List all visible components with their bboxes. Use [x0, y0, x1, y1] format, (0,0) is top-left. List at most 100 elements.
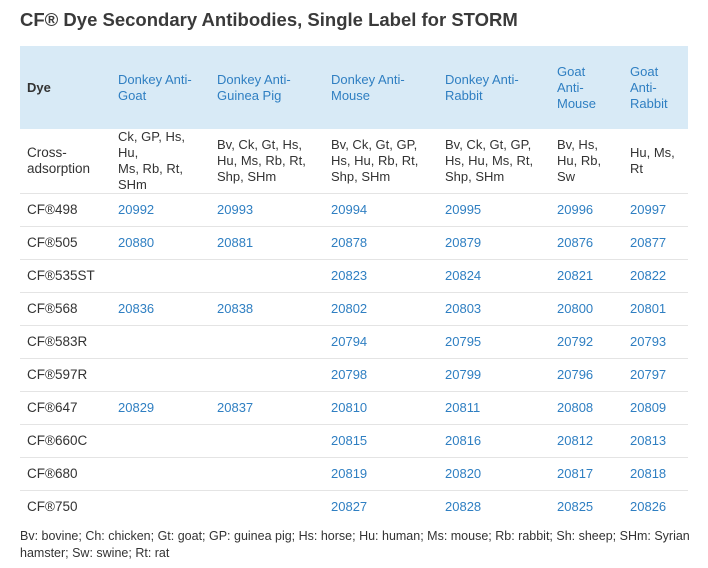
catalog-number-link[interactable]: 20997 — [622, 193, 688, 227]
catalog-number-link[interactable]: 20880 — [109, 226, 209, 260]
table-row: CF®505 20880 20881 20878 20879 20876 20877 — [20, 226, 688, 260]
empty-cell — [209, 259, 323, 293]
empty-cell — [109, 457, 209, 491]
catalog-number-link[interactable]: 20802 — [323, 292, 437, 326]
dye-name: CF®535ST — [20, 259, 109, 293]
dye-name: CF®505 — [20, 226, 109, 260]
cross-adsorption-cell: Bv, Hs, Hu, Rb, Sw — [551, 129, 622, 194]
catalog-number-link[interactable]: 20816 — [437, 424, 551, 458]
dye-name: CF®680 — [20, 457, 109, 491]
dye-name: CF®498 — [20, 193, 109, 227]
empty-cell — [109, 491, 209, 524]
catalog-number-link[interactable]: 20792 — [551, 325, 622, 359]
table-row: CF®498 20992 20993 20994 20995 20996 20997 — [20, 193, 688, 227]
table-row: CF®647 20829 20837 20810 20811 20808 20809 — [20, 391, 688, 425]
catalog-number-link[interactable]: 20826 — [630, 499, 667, 515]
column-header-dye: Dye — [27, 79, 51, 95]
cross-adsorption-label: Cross-adsorption — [20, 129, 109, 194]
column-header-2: Donkey Anti- Guinea Pig — [217, 71, 291, 103]
catalog-number-link[interactable]: 20796 — [551, 358, 622, 392]
empty-cell — [209, 491, 323, 524]
catalog-number-link[interactable]: 20828 — [445, 499, 482, 515]
table-body: Cross-adsorption Ck, GP, Hs, Hu, Ms, Rb, R… — [20, 129, 688, 524]
table-header-row: Dye Donkey Anti- Goat Donkey Anti- Guinea Pi… — [20, 46, 688, 129]
table-row: CF®568 20836 20838 20802 20803 20800 20801 — [20, 292, 688, 326]
catalog-number-link[interactable]: 20994 — [323, 193, 437, 227]
table-row: CF®680 20819 20820 20817 20818 — [20, 457, 688, 491]
catalog-number-link[interactable]: 20995 — [437, 193, 551, 227]
dye-name: CF®660C — [20, 424, 109, 458]
cross-adsorption-cell: Hu, Ms, Rt — [622, 129, 688, 194]
catalog-number-link[interactable]: 20808 — [551, 391, 622, 425]
catalog-number-link[interactable]: 20836 — [109, 292, 209, 326]
catalog-number-link[interactable]: 20810 — [323, 391, 437, 425]
catalog-number-link[interactable]: 20809 — [622, 391, 688, 425]
catalog-number-link[interactable]: 20812 — [551, 424, 622, 458]
table-row: CF®750 20827 20828 20825 20826 — [20, 491, 688, 524]
column-header-4: Donkey Anti- Rabbit — [445, 71, 519, 103]
empty-cell — [209, 424, 323, 458]
catalog-number-link[interactable]: 20876 — [551, 226, 622, 260]
catalog-number-link[interactable]: 20992 — [109, 193, 209, 227]
catalog-number-link[interactable]: 20811 — [437, 391, 551, 425]
catalog-number-link[interactable]: 20793 — [622, 325, 688, 359]
empty-cell — [209, 457, 323, 491]
catalog-number-link[interactable]: 20803 — [437, 292, 551, 326]
catalog-number-link[interactable]: 20818 — [622, 457, 688, 491]
table-row: CF®660C 20815 20816 20812 20813 — [20, 424, 688, 458]
catalog-number-link[interactable]: 20824 — [437, 259, 551, 293]
catalog-number-link[interactable]: 20820 — [437, 457, 551, 491]
catalog-number-link[interactable]: 20822 — [622, 259, 688, 293]
antibody-table: Dye Donkey Anti- Goat Donkey Anti- Guinea Pi… — [20, 46, 688, 524]
table-row: CF®583R 20794 20795 20792 20793 — [20, 325, 688, 359]
catalog-number-link[interactable]: 20800 — [551, 292, 622, 326]
catalog-number-link[interactable]: 20799 — [437, 358, 551, 392]
empty-cell — [209, 325, 323, 359]
catalog-number-link[interactable]: 20823 — [323, 259, 437, 293]
catalog-number-link[interactable]: 20879 — [437, 226, 551, 260]
catalog-number-link[interactable]: 20817 — [551, 457, 622, 491]
cross-adsorption-cell: Bv, Ck, Gt, Hs, Hu, Ms, Rb, Rt, Shp, SHm — [209, 129, 323, 194]
empty-cell — [109, 325, 209, 359]
catalog-number-link[interactable]: 20993 — [209, 193, 323, 227]
column-header-1: Donkey Anti- Goat — [118, 71, 192, 103]
dye-name: CF®583R — [20, 325, 109, 359]
cross-adsorption-cell: Ck, GP, Hs, Hu, Ms, Rb, Rt, SHm — [109, 129, 209, 194]
catalog-number-link[interactable]: 20827 — [331, 499, 368, 515]
catalog-number-link[interactable]: 20819 — [323, 457, 437, 491]
empty-cell — [109, 259, 209, 293]
table-header: Dye Donkey Anti- Goat Donkey Anti- Guinea Pi… — [20, 46, 688, 129]
catalog-number-link[interactable]: 20813 — [622, 424, 688, 458]
empty-cell — [209, 358, 323, 392]
page-title: CF® Dye Secondary Antibodies, Single Lab… — [20, 9, 518, 30]
table-row: CF®535ST 20823 20824 20821 20822 — [20, 259, 688, 293]
catalog-number-link[interactable]: 20878 — [323, 226, 437, 260]
cross-adsorption-row: Cross-adsorption Ck, GP, Hs, Hu, Ms, Rb, R… — [20, 129, 688, 194]
catalog-number-link[interactable]: 20825 — [557, 499, 594, 515]
catalog-number-link[interactable]: 20829 — [109, 391, 209, 425]
catalog-number-link[interactable]: 20798 — [323, 358, 437, 392]
catalog-number-link[interactable]: 20795 — [437, 325, 551, 359]
catalog-number-link[interactable]: 20877 — [622, 226, 688, 260]
dye-name: CF®647 — [20, 391, 109, 425]
catalog-number-link[interactable]: 20838 — [209, 292, 323, 326]
dye-name: CF®568 — [20, 292, 109, 326]
catalog-number-link[interactable]: 20881 — [209, 226, 323, 260]
column-header-6: Goat Anti- Rabbit — [630, 63, 668, 111]
cross-adsorption-cell: Bv, Ck, Gt, GP, Hs, Hu, Ms, Rt, Shp, SHm — [437, 129, 551, 194]
cross-adsorption-cell: Bv, Ck, Gt, GP, Hs, Hu, Rb, Rt, Shp, SHm — [323, 129, 437, 194]
dye-name: CF®750 — [27, 499, 78, 515]
catalog-number-link[interactable]: 20801 — [622, 292, 688, 326]
catalog-number-link[interactable]: 20815 — [323, 424, 437, 458]
catalog-number-link[interactable]: 20821 — [551, 259, 622, 293]
catalog-number-link[interactable]: 20996 — [551, 193, 622, 227]
column-header-5: Goat Anti- Mouse — [557, 63, 597, 111]
catalog-number-link[interactable]: 20794 — [323, 325, 437, 359]
catalog-number-link[interactable]: 20797 — [622, 358, 688, 392]
column-header-3: Donkey Anti- Mouse — [331, 71, 405, 103]
dye-name: CF®597R — [20, 358, 109, 392]
catalog-number-link[interactable]: 20837 — [209, 391, 323, 425]
species-abbreviation-footnote: Bv: bovine; Ch: chicken; Gt: goat; GP: g… — [20, 529, 690, 560]
empty-cell — [109, 424, 209, 458]
